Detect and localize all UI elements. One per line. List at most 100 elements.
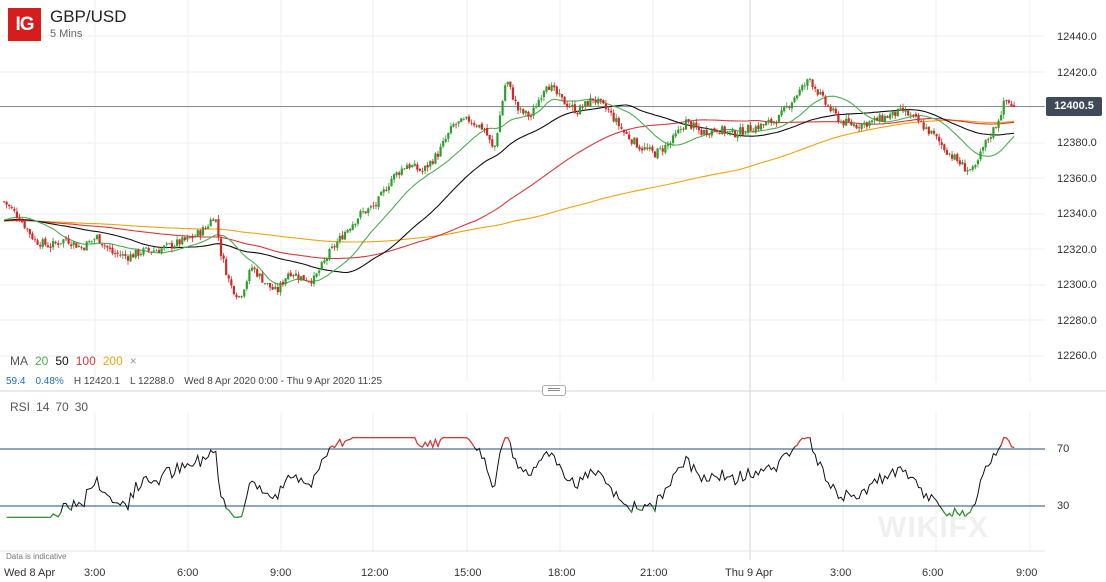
- candle-body: [261, 273, 264, 283]
- candle-body: [876, 117, 879, 121]
- price-axis-label: 12340.0: [1057, 208, 1097, 220]
- candle-body: [974, 165, 977, 168]
- ma50-label[interactable]: 50: [55, 354, 69, 368]
- candle-body: [124, 254, 127, 256]
- candle-body: [622, 129, 626, 133]
- candle-body: [201, 227, 205, 236]
- time-axis-label: 6:00: [922, 567, 944, 579]
- candle-body: [168, 243, 171, 245]
- pane-resize-handle[interactable]: [542, 385, 566, 396]
- candle-body: [752, 131, 755, 133]
- candle-body: [361, 211, 365, 213]
- ohlc-stats-bar: 59.4 0.48% H 12420.1 L 12288.0 Wed 8 Apr 202…: [6, 376, 392, 387]
- candle-body: [442, 141, 445, 147]
- candle-body: [478, 124, 481, 128]
- candle-body: [896, 108, 899, 117]
- candle-body: [212, 219, 215, 221]
- candle-body: [785, 106, 788, 108]
- rsi-overbought-segment: [339, 439, 343, 447]
- candle-body: [839, 121, 843, 123]
- rsi-overbought-segment: [347, 438, 351, 441]
- candle-body: [721, 126, 724, 135]
- candle-body: [26, 228, 29, 230]
- candle-body: [134, 249, 137, 258]
- rsi-oversold-segment: [628, 508, 633, 513]
- candle-body: [731, 129, 734, 133]
- rsi-oversold-segment: [943, 512, 948, 517]
- candle-body: [504, 85, 507, 101]
- candle-body: [51, 240, 55, 248]
- ma100-line: [3, 118, 1015, 260]
- candle-body: [181, 237, 184, 245]
- candle-body: [245, 281, 248, 289]
- stat-low: L 12288.0: [129, 376, 175, 387]
- remove-ma-icon[interactable]: ×: [129, 354, 137, 368]
- rsi-overbought-segment: [331, 445, 335, 448]
- price-axis-label: 12380.0: [1057, 137, 1097, 149]
- candle-body: [392, 174, 396, 180]
- candle-body: [754, 126, 757, 133]
- candle-body: [377, 196, 380, 208]
- rsi-lower[interactable]: 30: [74, 400, 89, 414]
- candle-body: [175, 239, 179, 246]
- ma100-label[interactable]: 100: [75, 354, 96, 368]
- price-axis-label: 12320.0: [1057, 244, 1097, 256]
- interval-label[interactable]: 5 Mins: [50, 28, 83, 40]
- candle-body: [886, 116, 889, 119]
- candle-body: [847, 118, 850, 122]
- rsi-label[interactable]: RSI: [10, 400, 31, 414]
- candle-body: [447, 132, 450, 139]
- candle-body: [739, 127, 742, 135]
- candle-body: [305, 279, 308, 281]
- rsi-upper[interactable]: 70: [55, 400, 69, 414]
- candlestick-series: [2, 77, 1016, 300]
- candle-body: [826, 105, 830, 107]
- candle-body: [1005, 100, 1008, 102]
- candle-body: [586, 101, 589, 106]
- candle-body: [860, 123, 863, 130]
- candle-body: [77, 245, 81, 248]
- candle-body: [656, 148, 659, 159]
- candle-body: [155, 250, 158, 252]
- candle-body: [1007, 100, 1011, 103]
- candle-body: [299, 276, 303, 281]
- ma50-line: [3, 104, 1015, 274]
- candle-body: [20, 220, 24, 223]
- candle-body: [772, 121, 775, 124]
- candle-body: [374, 205, 378, 207]
- candle-body: [594, 99, 597, 103]
- candle-body: [566, 103, 569, 107]
- instrument-title[interactable]: GBP/USD: [50, 7, 127, 26]
- candle-body: [126, 256, 130, 261]
- candle-body: [222, 255, 225, 259]
- candle-body: [217, 219, 220, 238]
- candle-body: [953, 154, 956, 160]
- candle-body: [390, 178, 393, 187]
- candle-body: [13, 208, 16, 211]
- rsi-period[interactable]: 14: [36, 400, 50, 414]
- candle-body: [811, 79, 814, 87]
- candle-body: [607, 109, 610, 111]
- candle-body: [165, 243, 168, 245]
- ma200-label[interactable]: 200: [102, 354, 123, 368]
- ma-legend[interactable]: MA 20 50 100 200 ×: [10, 354, 144, 368]
- candle-body: [690, 121, 693, 129]
- candle-body: [111, 247, 114, 254]
- ma-label[interactable]: MA: [10, 354, 28, 368]
- candle-body: [625, 132, 628, 134]
- candle-body: [10, 207, 13, 209]
- rsi-legend[interactable]: RSI 14 70 30: [10, 400, 94, 414]
- candle-body: [359, 210, 362, 218]
- candle-body: [834, 108, 837, 114]
- rsi-oversold-segment: [651, 505, 656, 512]
- candle-body: [971, 166, 974, 170]
- candle-body: [364, 211, 367, 214]
- candle-body: [713, 128, 716, 131]
- time-axis-label: 6:00: [177, 567, 199, 579]
- rsi-overbought-segment: [414, 437, 418, 444]
- candle-body: [349, 228, 352, 231]
- candle-body: [795, 95, 799, 99]
- ma20-label[interactable]: 20: [35, 354, 49, 368]
- candle-body: [930, 130, 933, 134]
